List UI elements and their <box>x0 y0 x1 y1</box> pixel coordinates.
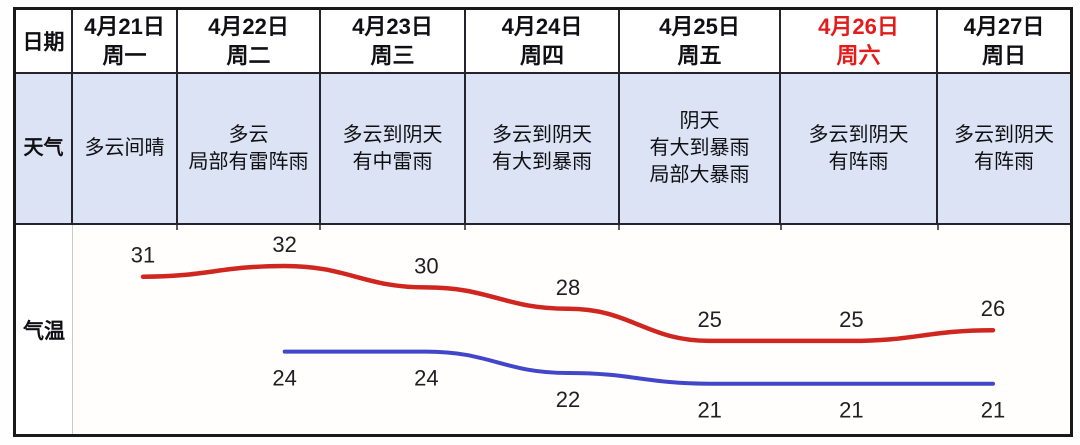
weather-line: 多云到阴天 <box>492 123 592 146</box>
weather-line: 有阵雨 <box>828 150 889 173</box>
weekday-text: 周五 <box>677 43 722 68</box>
row-label-date: 日期 <box>16 10 73 74</box>
date-text: 4月21日 <box>84 14 165 39</box>
date-header-col7: 4月27日 周日 <box>938 10 1070 74</box>
weather-cell-col5: 阴天 有大到暴雨 局部大暴雨 <box>620 74 781 225</box>
column-tick <box>176 225 178 230</box>
column-tick <box>780 225 782 230</box>
weather-cell-col3: 多云到阴天 有中雷雨 <box>321 74 466 225</box>
weekday-text: 周二 <box>226 43 271 68</box>
weather-line: 多云到阴天 <box>954 123 1054 146</box>
date-text: 4月24日 <box>501 14 583 39</box>
weekday-text: 周四 <box>519 43 564 68</box>
date-header-col1: 4月21日 周一 <box>73 10 178 74</box>
weather-line: 有中雷雨 <box>352 150 433 173</box>
date-text: 4月27日 <box>963 14 1045 39</box>
forecast-table: 日期 4月21日 周一 4月22日 周二 4月23日 周三 4月24日 周四 4… <box>13 7 1073 437</box>
weather-line: 有大到暴雨 <box>492 150 592 173</box>
date-header-col2: 4月22日 周二 <box>178 10 321 74</box>
date-header-col5: 4月25日 周五 <box>620 10 781 74</box>
temperature-chart-area <box>73 225 1070 434</box>
weather-cell-col1: 多云间晴 <box>73 74 178 225</box>
weather-cell-col4: 多云到阴天 有大到暴雨 <box>466 74 620 225</box>
column-tick <box>618 225 620 230</box>
date-header-col4: 4月24日 周四 <box>466 10 620 74</box>
column-tick <box>937 225 939 230</box>
date-text: 4月25日 <box>659 14 740 39</box>
weekday-text: 周一 <box>102 43 147 68</box>
weather-cell-col2: 多云 局部有雷阵雨 <box>178 74 321 225</box>
weather-line: 多云到阴天 <box>808 123 909 146</box>
weather-line: 有大到暴雨 <box>649 137 750 159</box>
weather-line: 阴天 <box>679 110 720 132</box>
weather-cell-col7: 多云到阴天 有阵雨 <box>938 74 1070 225</box>
column-tick <box>464 225 466 230</box>
weather-line: 有阵雨 <box>974 150 1034 173</box>
date-header-col3: 4月23日 周三 <box>321 10 466 74</box>
weekday-text: 周三 <box>370 43 415 68</box>
weekday-text: 周日 <box>981 43 1026 68</box>
weather-cell-col6: 多云到阴天 有阵雨 <box>781 74 938 225</box>
date-header-col6: 4月26日 周六 <box>781 10 938 74</box>
weekday-text: 周六 <box>836 43 881 68</box>
weather-line: 多云间晴 <box>84 137 165 159</box>
column-tick <box>319 225 321 230</box>
weather-line: 局部有雷阵雨 <box>188 150 309 173</box>
weather-line: 多云到阴天 <box>342 123 443 146</box>
date-text: 4月22日 <box>208 14 289 39</box>
date-text: 4月26日 <box>818 14 899 39</box>
row-label-temperature: 气温 <box>16 225 73 434</box>
weather-line: 多云 <box>228 123 269 146</box>
weather-line: 局部大暴雨 <box>649 164 750 186</box>
date-text: 4月23日 <box>352 14 433 39</box>
row-label-weather: 天气 <box>16 74 73 225</box>
